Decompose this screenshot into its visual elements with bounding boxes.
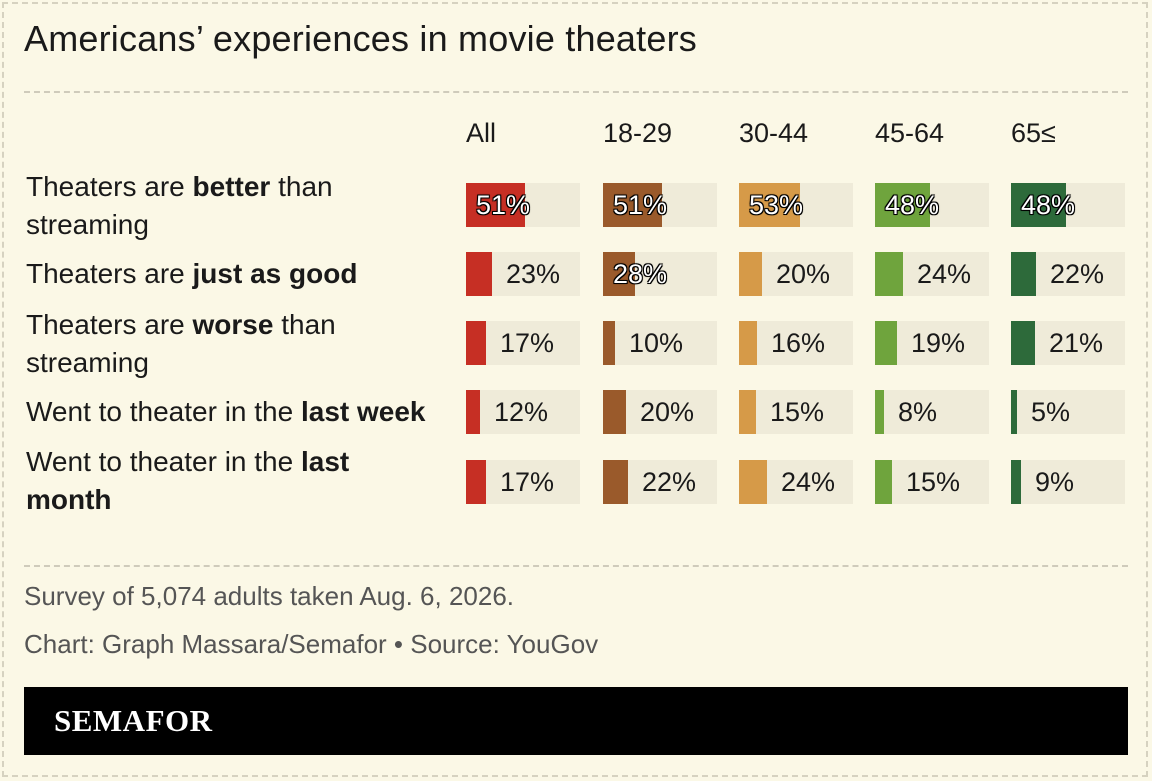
- bar: [603, 321, 615, 365]
- row-label-emphasis: last month: [26, 446, 350, 515]
- value-label: 51%: [476, 190, 531, 220]
- brand-logo: SEMAFOR: [54, 703, 213, 738]
- column-header-3: 45-64: [875, 118, 945, 148]
- bar: [603, 390, 626, 434]
- chart-title: Americans’ experiences in movie theaters: [24, 18, 697, 59]
- bar: [739, 183, 800, 227]
- bar: [1011, 460, 1021, 504]
- bar: [875, 321, 897, 365]
- value-label: 10%: [629, 328, 684, 358]
- row-label-4: Went to theater in the last month: [26, 443, 386, 519]
- cell-track: [875, 460, 989, 504]
- value-label: 19%: [911, 328, 966, 358]
- value-label: 51%: [613, 190, 668, 220]
- column-header-0: All: [466, 118, 497, 148]
- value-label: 12%: [494, 397, 549, 427]
- value-label: 8%: [898, 397, 938, 427]
- row-label-prefix: Theaters are: [26, 258, 193, 289]
- bar: [466, 460, 486, 504]
- row-label-2: Theaters are worse than streaming: [26, 306, 458, 382]
- bar: [603, 183, 662, 227]
- row-label-suffix: than streaming: [26, 171, 333, 240]
- row-label-3: Went to theater in the last week: [26, 393, 458, 431]
- value-label: 48%: [1021, 190, 1076, 220]
- cell-track: [875, 390, 989, 434]
- value-label: 9%: [1035, 467, 1075, 497]
- bar: [875, 390, 884, 434]
- bar: [739, 390, 756, 434]
- column-header-4: 65≤: [1011, 118, 1056, 148]
- bar: [875, 460, 892, 504]
- bar: [875, 183, 930, 227]
- row-label-prefix: Went to theater in the: [26, 396, 301, 427]
- value-label: 22%: [642, 467, 697, 497]
- value-label: 23%: [506, 259, 561, 289]
- row-label-prefix: Theaters are: [26, 171, 193, 202]
- cell-track: [603, 321, 717, 365]
- cell-track: [1011, 390, 1125, 434]
- row-label-emphasis: better: [192, 171, 271, 202]
- value-label: 21%: [1049, 328, 1104, 358]
- cell-track: [466, 390, 580, 434]
- row-label-emphasis: worse: [192, 309, 274, 340]
- row-label-emphasis: just as good: [192, 258, 358, 289]
- survey-note: Survey of 5,074 adults taken Aug. 6, 202…: [24, 581, 515, 611]
- title-divider: [24, 91, 1128, 93]
- value-label: 20%: [776, 259, 831, 289]
- bar: [603, 252, 635, 296]
- value-label: 53%: [749, 190, 804, 220]
- value-label: 17%: [500, 328, 555, 358]
- row-label-0: Theaters are better than streaming: [26, 168, 458, 244]
- value-label: 48%: [885, 190, 940, 220]
- value-label: 20%: [640, 397, 695, 427]
- bar: [466, 183, 525, 227]
- bar: [1011, 390, 1017, 434]
- bar: [739, 321, 757, 365]
- value-label: 15%: [906, 467, 961, 497]
- value-label: 24%: [917, 259, 972, 289]
- cell-track: [1011, 460, 1125, 504]
- value-label: 16%: [771, 328, 826, 358]
- cell-track: [739, 390, 853, 434]
- value-label: 17%: [500, 467, 555, 497]
- bar: [1011, 321, 1035, 365]
- bar: [466, 321, 486, 365]
- value-label: 28%: [613, 259, 668, 289]
- bar: [739, 252, 762, 296]
- bar: [739, 460, 767, 504]
- brand-footer: SEMAFOR: [24, 687, 1128, 755]
- row-label-1: Theaters are just as good: [26, 255, 458, 293]
- credit-note: Chart: Graph Massara/Semafor • Source: Y…: [24, 629, 599, 659]
- row-label-suffix: than streaming: [26, 309, 336, 378]
- bar: [466, 252, 492, 296]
- column-header-2: 30-44: [739, 118, 809, 148]
- value-label: 5%: [1031, 397, 1071, 427]
- row-label-prefix: Theaters are: [26, 309, 193, 340]
- row-label-emphasis: last week: [300, 396, 426, 427]
- notes-divider: [24, 565, 1128, 567]
- bar: [875, 252, 903, 296]
- row-label-prefix: Went to theater in the: [26, 446, 301, 477]
- value-label: 22%: [1050, 259, 1105, 289]
- value-label: 15%: [770, 397, 825, 427]
- value-label: 24%: [781, 467, 836, 497]
- cell-track: [739, 321, 853, 365]
- bar: [1011, 252, 1036, 296]
- column-header-1: 18-29: [603, 118, 673, 148]
- bar: [1011, 183, 1066, 227]
- bar: [466, 390, 480, 434]
- bar: [603, 460, 628, 504]
